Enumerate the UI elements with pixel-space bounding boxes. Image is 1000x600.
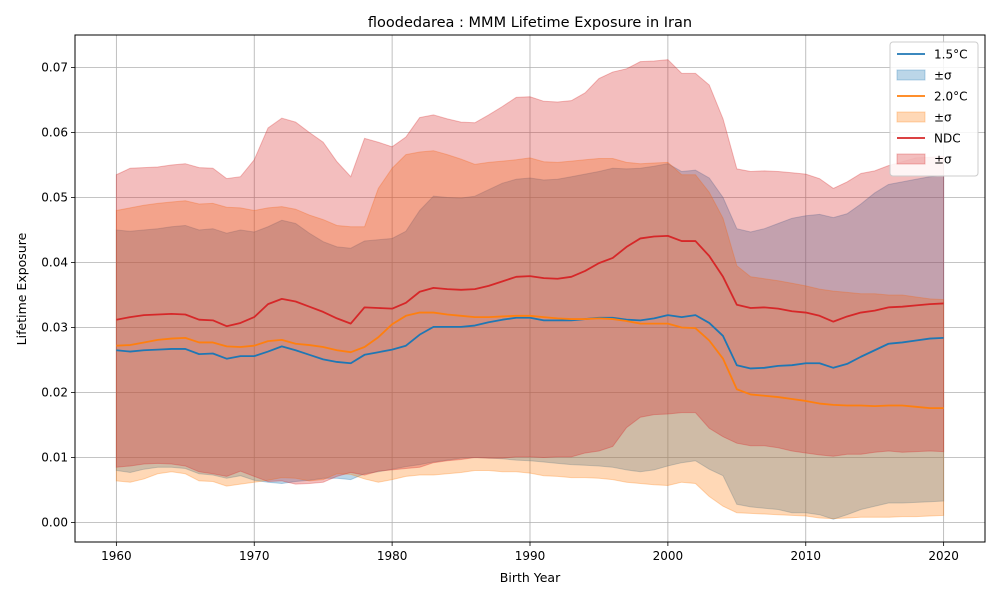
y-tick-label: 0.04 [41,256,68,270]
legend-band-swatch [896,111,926,123]
y-tick-label: 0.05 [41,191,68,205]
band-1-5-c [115,163,945,520]
legend-band-swatch [896,153,926,165]
legend-label: NDC [934,132,961,146]
chart-title: floodedarea : MMM Lifetime Exposure in I… [368,15,692,31]
x-tick-label: 1990 [515,549,546,563]
x-tick-label: 1960 [101,549,132,563]
band-2-0-c [115,150,945,520]
legend-band-swatch [896,69,926,81]
series-lines [116,234,944,410]
uncertainty-bands [115,59,945,520]
legend-label: ±σ [934,153,952,167]
y-tick-label: 0.06 [41,126,68,140]
line-ndc [116,234,944,328]
band-ndc [115,59,945,485]
legend-label: ±σ [934,111,952,125]
y-tick-label: 0.01 [41,451,68,465]
y-tick-label: 0.03 [41,321,68,335]
x-tick-label: 2020 [928,549,959,563]
y-tick-label: 0.07 [41,61,68,75]
x-tick-label: 2010 [790,549,821,563]
legend-label: 2.0°C [934,90,967,104]
y-axis-label: Lifetime Exposure [14,232,29,345]
axis-ticks: 1960 1970 1980 1990 2000 2010 2020 0.00 0.01 0.02… [41,61,959,564]
line-1-5-c [116,314,944,370]
y-tick-label: 0.00 [41,516,68,530]
legend-label: 1.5°C [934,48,967,62]
legend-box [889,41,979,177]
y-tick-label: 0.02 [41,386,68,400]
x-tick-label: 1980 [377,549,408,563]
x-tick-label: 1970 [239,549,270,563]
grid-lines [75,35,985,542]
line-2-0-c [116,311,944,410]
x-tick-label: 2000 [653,549,684,563]
legend: 1.5°C ±σ 2.0°C ±σ NDC ±σ [889,41,979,177]
legend-label: ±σ [934,69,952,83]
x-axis-label: Birth Year [500,570,561,585]
